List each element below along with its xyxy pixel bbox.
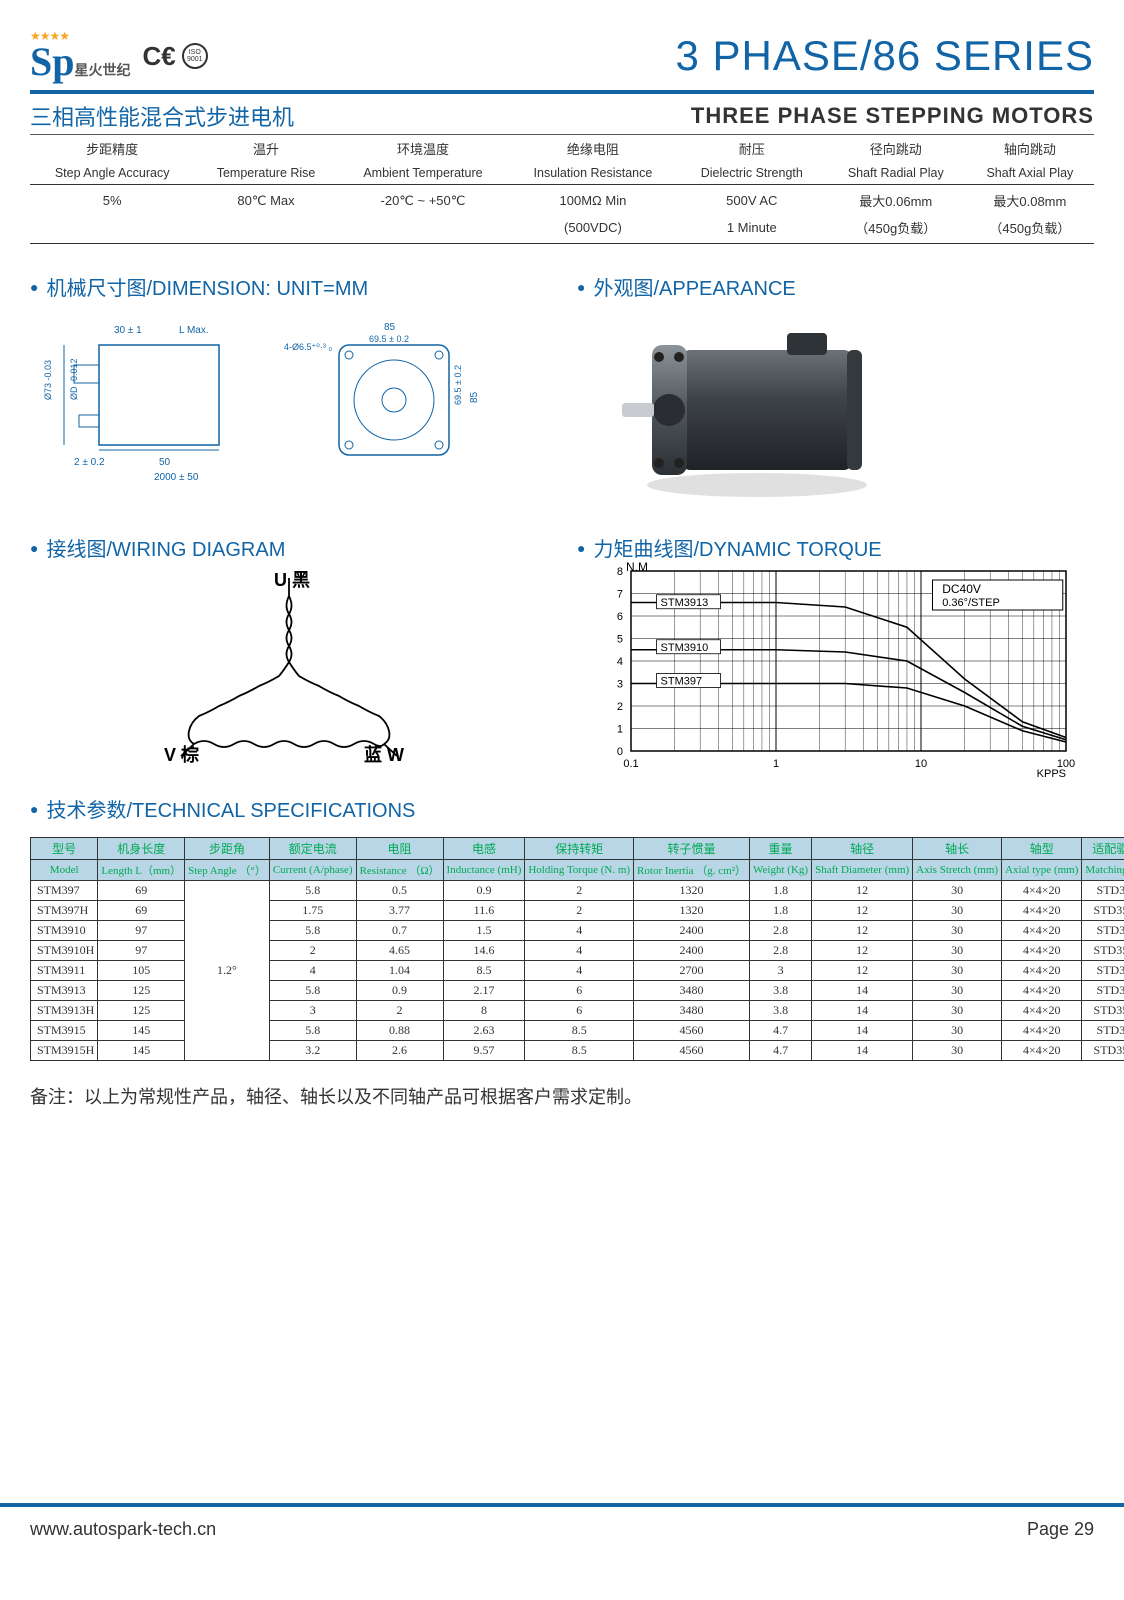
svg-text:0: 0 [616, 746, 622, 758]
svg-text:U 黑: U 黑 [274, 570, 310, 590]
section-tech: 技术参数/TECHNICAL SPECIFICATIONS [30, 794, 1094, 823]
svg-text:DC40V: DC40V [942, 582, 981, 596]
svg-text:85: 85 [469, 391, 480, 403]
svg-text:0.36°/STEP: 0.36°/STEP [942, 597, 1000, 609]
svg-text:N.M: N.M [626, 561, 648, 574]
svg-text:0.1: 0.1 [623, 758, 638, 770]
logo-block: ★★★★ Sp 星火世纪 C€ ISO 9001 [30, 30, 208, 82]
svg-text:2 ± 0.2: 2 ± 0.2 [74, 457, 105, 468]
svg-text:5: 5 [616, 634, 622, 646]
svg-text:8: 8 [616, 566, 622, 578]
svg-text:2: 2 [616, 701, 622, 713]
svg-text:30 ± 1: 30 ± 1 [114, 325, 142, 336]
spec-top-table: 步距精度温升环境温度绝缘电阻耐压径向跳动轴向跳动 Step Angle Accu… [30, 135, 1094, 244]
svg-text:69.5 ± 0.2: 69.5 ± 0.2 [369, 334, 409, 344]
svg-text:4: 4 [616, 656, 622, 668]
ce-mark: C€ [143, 41, 176, 72]
page-title: 3 PHASE/86 SERIES [675, 32, 1094, 80]
logo-sp: Sp [30, 42, 75, 82]
svg-text:1: 1 [616, 724, 622, 736]
iso-badge: ISO 9001 [182, 43, 208, 69]
dimension-diagram: Ø73 -0.03 ØD -0.012 30 ± 1 L Max. 2 ± 0.… [30, 315, 547, 505]
svg-text:STM397: STM397 [660, 676, 702, 688]
section-torque: 力矩曲线图/DYNAMIC TORQUE [577, 533, 1094, 562]
svg-text:Ø73 -0.03: Ø73 -0.03 [43, 360, 53, 400]
footer-page: Page 29 [1027, 1519, 1094, 1540]
svg-text:85: 85 [384, 322, 396, 333]
svg-text:STM3913: STM3913 [660, 597, 708, 609]
torque-chart: 0123456780.1110100N.MKPPSSTM3913STM3910S… [577, 576, 1094, 766]
footer-url: www.autospark-tech.cn [30, 1519, 216, 1540]
svg-text:10: 10 [914, 758, 926, 770]
subtitle-en: THREE PHASE STEPPING MOTORS [691, 103, 1094, 129]
header: ★★★★ Sp 星火世纪 C€ ISO 9001 3 PHASE/86 SERI… [30, 30, 1094, 82]
subtitle-cn: 三相高性能混合式步进电机 [30, 100, 294, 132]
svg-text:1: 1 [772, 758, 778, 770]
title-divider [30, 90, 1094, 94]
svg-text:STM3910: STM3910 [660, 642, 708, 654]
footnote: 备注：以上为常规性产品，轴径、轴长以及不同轴产品可根据客户需求定制。 [30, 1083, 1094, 1109]
section-wiring: 接线图/WIRING DIAGRAM [30, 533, 547, 562]
svg-text:50: 50 [159, 457, 171, 468]
svg-text:L Max.: L Max. [179, 325, 209, 336]
svg-text:3: 3 [616, 679, 622, 691]
svg-text:4-Ø6.5⁺⁰·³ ₀: 4-Ø6.5⁺⁰·³ ₀ [284, 342, 332, 352]
svg-text:2000 ± 50: 2000 ± 50 [154, 472, 199, 483]
svg-text:蓝 W: 蓝 W [364, 745, 404, 765]
svg-text:7: 7 [616, 589, 622, 601]
tech-table: 型号机身长度步距角额定电流电阻电感保持转矩转子惯量重量轴径轴长轴型适配驱动器 M… [30, 837, 1124, 1061]
svg-text:69.5 ± 0.2: 69.5 ± 0.2 [453, 365, 463, 405]
section-dimension: 机械尺寸图/DIMENSION: UNIT=MM [30, 272, 547, 301]
svg-text:ØD -0.012: ØD -0.012 [69, 358, 79, 400]
svg-text:6: 6 [616, 611, 622, 623]
footer: www.autospark-tech.cn Page 29 [0, 1503, 1124, 1560]
section-appearance: 外观图/APPEARANCE [577, 272, 1094, 301]
motor-photo [577, 315, 917, 505]
logo-cn: 星火世纪 [75, 63, 131, 77]
wiring-diagram: U 黑 V 棕 蓝 W [30, 576, 547, 766]
svg-text:KPPS: KPPS [1036, 768, 1065, 780]
